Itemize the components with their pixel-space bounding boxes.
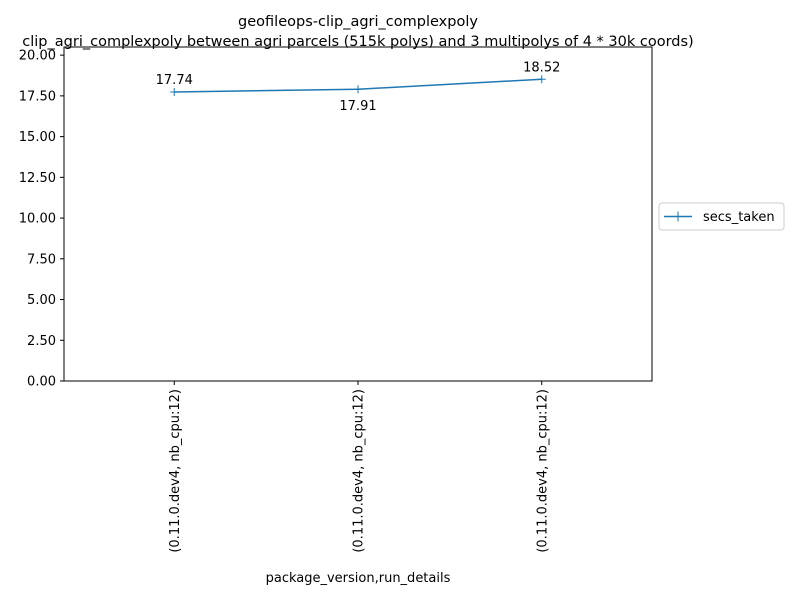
y-tick-label: 5.00 — [27, 293, 56, 308]
data-label: 18.52 — [523, 60, 560, 75]
legend-box — [658, 202, 785, 231]
x-axis-label: package_version,run_details — [266, 571, 451, 586]
y-tick-label: 12.50 — [19, 171, 56, 186]
series-layer: 17.74 17.91 18.52 — [156, 60, 561, 114]
y-tick-label: 20.00 — [19, 49, 56, 64]
x-tick-label: (0.11.0.dev4, nb_cpu:12) — [352, 389, 367, 553]
y-tick-label: 17.50 — [19, 89, 56, 104]
y-axis: 0.00 2.50 5.00 7.50 10.00 12.50 15.00 17.50 20.0… — [19, 49, 64, 390]
data-point-marker — [170, 87, 179, 96]
legend-plus-marker — [673, 211, 683, 222]
chart-title: geofileops-clip_agri_complexpoly — [238, 14, 478, 30]
x-axis: (0.11.0.dev4, nb_cpu:12) (0.11.0.dev4, nb… — [168, 381, 550, 553]
plot-frame — [63, 46, 653, 382]
legend: secs_taken — [658, 202, 785, 231]
chart-subtitle: clip_agri_complexpoly between agri parce… — [22, 34, 693, 50]
data-label: 17.74 — [156, 73, 193, 88]
y-tick-label: 15.00 — [19, 130, 56, 145]
y-tick-label: 2.50 — [27, 334, 56, 349]
x-tick-label: (0.11.0.dev4, nb_cpu:12) — [535, 389, 550, 553]
data-label: 17.91 — [339, 99, 376, 114]
y-tick-label: 10.00 — [19, 212, 56, 227]
legend-label: secs_taken — [703, 210, 775, 225]
data-point-marker — [354, 85, 362, 94]
y-tick-label: 7.50 — [27, 252, 56, 267]
data-point-marker — [537, 75, 546, 84]
x-tick-label: (0.11.0.dev4, nb_cpu:12) — [168, 389, 183, 553]
y-tick-label: 0.00 — [27, 375, 56, 390]
